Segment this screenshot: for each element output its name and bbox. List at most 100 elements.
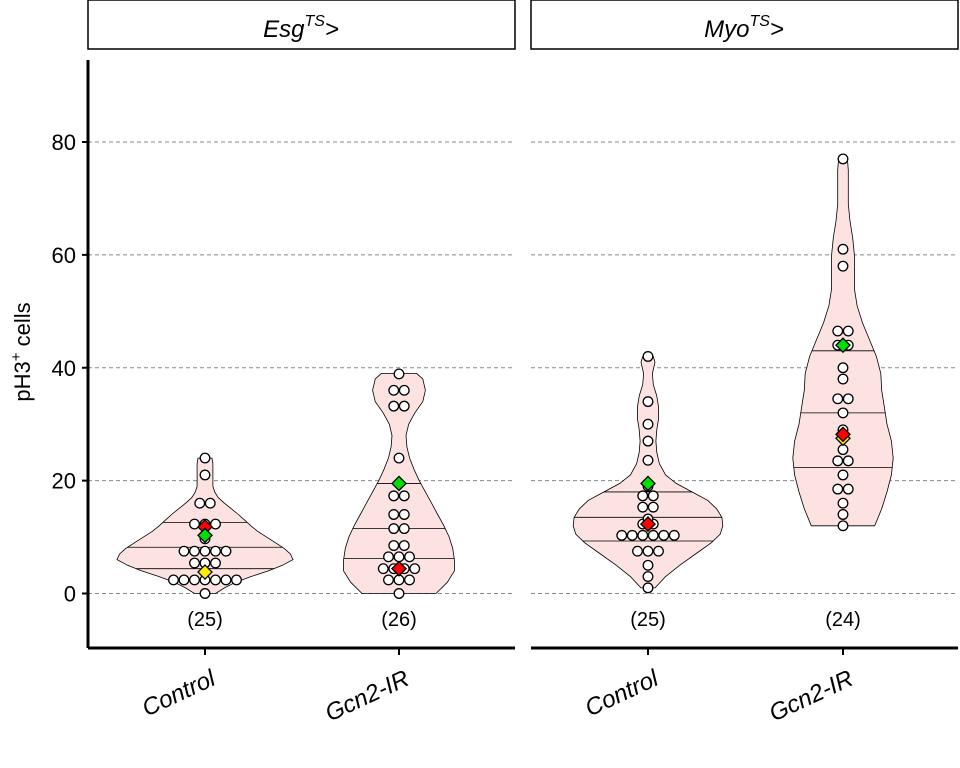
y-axis-title: pH3+ cells	[8, 302, 35, 401]
data-point-p0-g1-21	[388, 400, 400, 412]
data-point-p1-g1-14	[842, 393, 854, 405]
data-point-p0-g0-6	[220, 574, 232, 586]
data-point-p1-g1-15	[837, 373, 849, 385]
data-point-p0-g1-23	[388, 384, 400, 396]
data-point-p1-g1-3	[832, 483, 844, 495]
y-tick-label-0: 0	[64, 582, 76, 607]
data-point-p1-g0-17	[637, 490, 649, 502]
axes: 0 20 40 60 80	[52, 60, 958, 655]
data-point-p0-g1-10	[404, 551, 415, 563]
data-point-p1-g0-8	[637, 529, 649, 541]
data-point-p0-g1-20	[393, 452, 405, 464]
data-point-p1-g0-21	[642, 435, 654, 447]
data-point-p0-g1-0	[393, 588, 405, 599]
data-point-p0-g1-11	[388, 540, 400, 551]
facet-title-left-sup: TS	[304, 13, 325, 30]
data-point-p1-g0-4	[642, 545, 654, 557]
data-point-p0-g0-24	[199, 452, 211, 464]
data-point-p1-g1-7	[842, 455, 854, 467]
data-point-p1-g0-5	[653, 545, 664, 557]
data-point-p0-g0-23	[199, 469, 211, 481]
y-tick-label-80: 80	[52, 130, 76, 155]
data-point-p0-g0-2	[178, 574, 190, 586]
data-point-p1-g0-24	[642, 351, 654, 362]
data-point-p0-g1-13	[388, 523, 400, 535]
data-point-p1-g1-12	[837, 407, 849, 419]
x-tick-label-p1-g0: Control	[581, 665, 663, 722]
data-point-p1-g1-13	[832, 393, 844, 405]
facet-title-right-sup: TS	[749, 13, 770, 30]
data-point-p0-g0-22	[204, 497, 216, 509]
data-point-p0-g0-18	[189, 518, 200, 530]
data-point-p1-g0-23	[642, 396, 654, 408]
data-point-p0-g1-2	[393, 574, 405, 586]
labels: (25) Control (26) Gcn2-IR (25) Control (24) Gcn…	[138, 609, 861, 727]
x-tick-label-p0-g0: Control	[138, 665, 220, 722]
mean-marker-p0-g1	[391, 475, 407, 492]
facet-strip-right: MyoTS>	[530, 0, 959, 50]
data-point-p0-g0-3	[189, 574, 200, 586]
data-point-p1-g1-1	[837, 509, 849, 520]
data-points	[168, 153, 854, 599]
data-point-p0-g1-17	[388, 490, 400, 502]
data-point-p1-g1-23	[837, 153, 849, 165]
data-point-p0-g1-8	[383, 551, 394, 563]
data-point-p1-g0-0	[642, 582, 654, 594]
n-label-p1-g0: (25)	[630, 609, 666, 631]
data-point-p1-g0-7	[626, 529, 638, 541]
data-point-p1-g0-15	[637, 501, 649, 513]
n-label-p1-g1: (24)	[825, 609, 861, 631]
data-point-p0-g0-16	[220, 545, 232, 557]
median-marker-p0-g1	[391, 560, 407, 577]
y-tick-label-20: 20	[52, 469, 76, 494]
data-point-p1-g1-8	[837, 444, 849, 456]
violins	[116, 158, 894, 594]
mean-marker-p1-g0	[640, 475, 656, 492]
data-point-p0-g0-20	[210, 518, 221, 530]
x-tick-label-p1-g1: Gcn2-IR	[765, 665, 857, 727]
data-point-p0-g0-12	[178, 545, 190, 557]
data-point-p1-g1-21	[837, 260, 849, 272]
data-point-p1-g1-20	[842, 325, 854, 337]
data-point-p1-g0-18	[647, 490, 659, 502]
data-point-p0-g1-14	[398, 523, 410, 535]
data-point-p1-g0-10	[658, 529, 670, 541]
data-point-p0-g1-25	[393, 368, 405, 380]
n-label-p0-g0: (25)	[187, 609, 223, 631]
data-point-p1-g0-1	[642, 571, 654, 583]
data-point-p0-g1-1	[383, 574, 394, 586]
data-point-p0-g1-18	[398, 490, 410, 502]
mean-marker-p1-g1	[835, 337, 851, 354]
data-point-p0-g0-21	[194, 497, 206, 509]
data-point-p0-g1-16	[398, 509, 410, 520]
data-point-p1-g1-2	[837, 497, 849, 509]
data-point-p1-g0-11	[668, 529, 680, 541]
svg-text:EsgTS>: EsgTS>	[263, 13, 339, 43]
n-label-p0-g1: (26)	[381, 609, 417, 631]
data-point-p0-g0-9	[189, 557, 200, 569]
median-marker-p1-g1	[835, 426, 851, 443]
data-point-p0-g1-9	[393, 551, 405, 563]
data-point-p0-g1-7	[409, 563, 421, 575]
data-point-p0-g0-11	[210, 557, 221, 569]
facet-title-left-suffix: >	[325, 16, 339, 43]
data-point-p0-g1-15	[388, 509, 400, 520]
y-axis-title-rest: cells	[10, 302, 35, 352]
data-point-p1-g1-6	[832, 455, 844, 467]
data-point-p1-g0-2	[642, 559, 654, 571]
data-point-p0-g0-0	[199, 588, 211, 599]
median-marker-p1-g0	[640, 516, 656, 533]
svg-text:MyoTS>: MyoTS>	[704, 13, 784, 43]
data-point-p0-g0-14	[199, 545, 211, 557]
data-point-p1-g0-9	[647, 529, 659, 541]
y-tick-label-40: 40	[52, 356, 76, 381]
summary-markers	[197, 337, 851, 580]
y-tick-label-60: 60	[52, 243, 76, 268]
data-point-p0-g1-3	[404, 574, 415, 586]
data-point-p0-g0-15	[210, 545, 221, 557]
data-point-p1-g0-6	[616, 529, 628, 541]
data-point-p1-g1-22	[837, 243, 849, 255]
data-point-p1-g1-19	[832, 325, 844, 337]
data-point-p0-g0-7	[231, 574, 242, 586]
data-point-p1-g1-0	[837, 520, 849, 532]
